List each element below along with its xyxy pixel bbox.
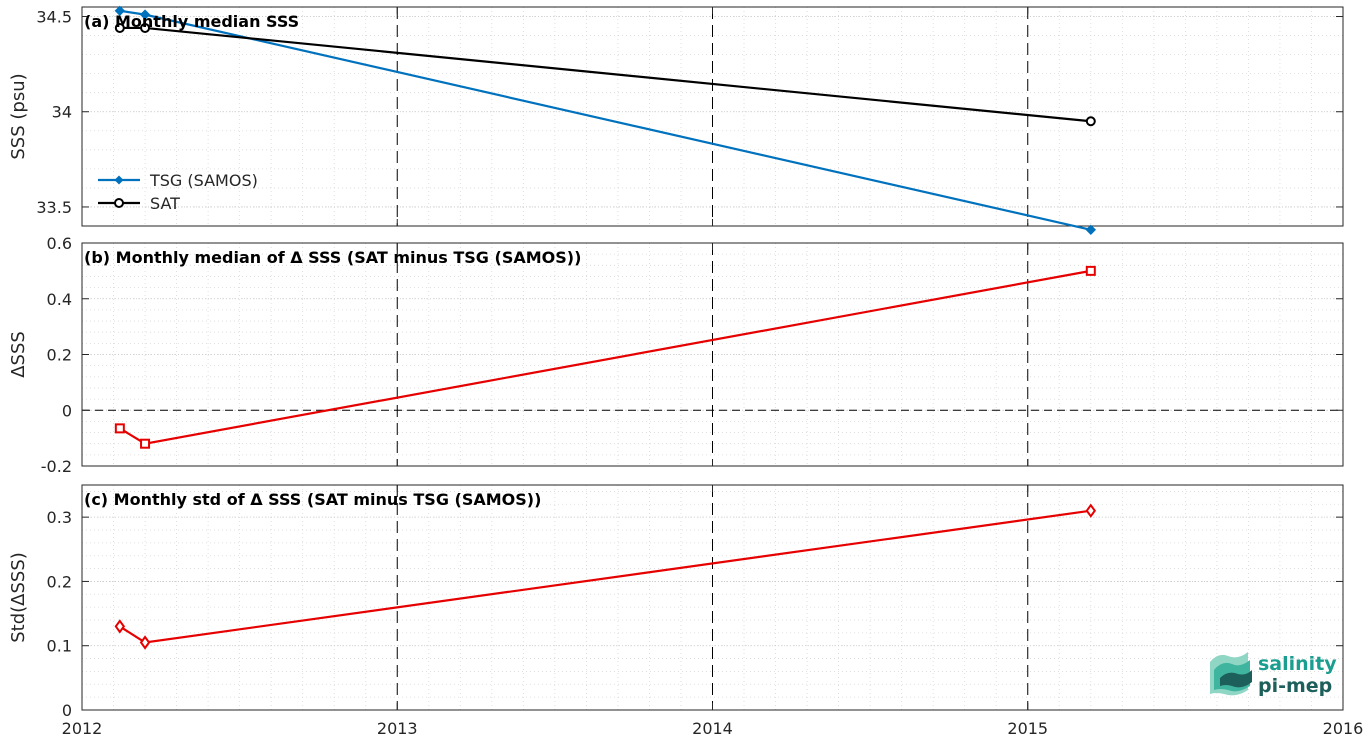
data-point (140, 22, 151, 33)
y-axis-label: Std(ΔSSS) (8, 552, 29, 643)
x-tick-label: 2016 (1323, 719, 1364, 738)
x-tick-label: 2012 (62, 719, 103, 738)
panel-title: (b) Monthly median of Δ SSS (SAT minus T… (84, 248, 581, 267)
panel-title: (c) Monthly std of Δ SSS (SAT minus TSG … (84, 490, 541, 509)
x-tick-label: 2013 (377, 719, 418, 738)
y-tick-label: 0.3 (47, 508, 72, 527)
logo-text-pimep: pi-mep (1258, 675, 1332, 697)
y-tick-label: 0.6 (47, 234, 72, 253)
data-point (114, 619, 126, 634)
data-point (114, 423, 125, 434)
data-point (140, 438, 151, 449)
legend-marker (114, 198, 124, 208)
data-point (139, 9, 151, 20)
data-point (1085, 116, 1096, 127)
y-tick-label: 34 (52, 103, 72, 122)
panel-0: 33.5 34 34.5 SSS (psu) TSG (SAMOS) SAT (a) Mon… (8, 5, 1344, 236)
panel-1: -0.2 0 0.2 0.4 0.6 ΔSSS (b) Monthly median of … (8, 234, 1344, 476)
y-tick-label: 0.4 (47, 290, 72, 309)
data-point (1085, 224, 1097, 236)
y-tick-label: 0.2 (47, 572, 72, 591)
x-tick-label: 2015 (1007, 719, 1048, 738)
logo-wave-dark (1220, 670, 1252, 688)
legend-marker (114, 175, 124, 185)
logo-text-salinity: salinity (1258, 653, 1337, 675)
y-axis-label: ΔSSS (8, 331, 29, 378)
panel-title: (a) Monthly median SSS (84, 12, 299, 31)
legend-entry: SAT (150, 194, 180, 213)
y-tick-label: -0.2 (41, 457, 72, 476)
data-point (114, 22, 125, 33)
legend-entry: TSG (SAMOS) (149, 171, 258, 190)
y-tick-label: 34.5 (36, 8, 72, 27)
y-tick-label: 0 (62, 401, 72, 420)
data-point (1085, 265, 1096, 276)
y-tick-label: 0.1 (47, 637, 72, 656)
data-point (1085, 503, 1097, 518)
data-point (114, 5, 126, 17)
y-tick-label: 0 (62, 701, 72, 720)
x-tick-label: 2014 (692, 719, 733, 738)
data-point (139, 635, 151, 650)
y-tick-label: 33.5 (36, 198, 72, 217)
y-axis-label: SSS (psu) (8, 73, 29, 159)
salinity-wave-icon (1210, 652, 1252, 696)
panel-2: 0 0.1 0.2 0.3 Std(ΔSSS) (c) Monthly std of Δ … (8, 484, 1344, 720)
y-tick-label: 0.2 (47, 346, 72, 365)
